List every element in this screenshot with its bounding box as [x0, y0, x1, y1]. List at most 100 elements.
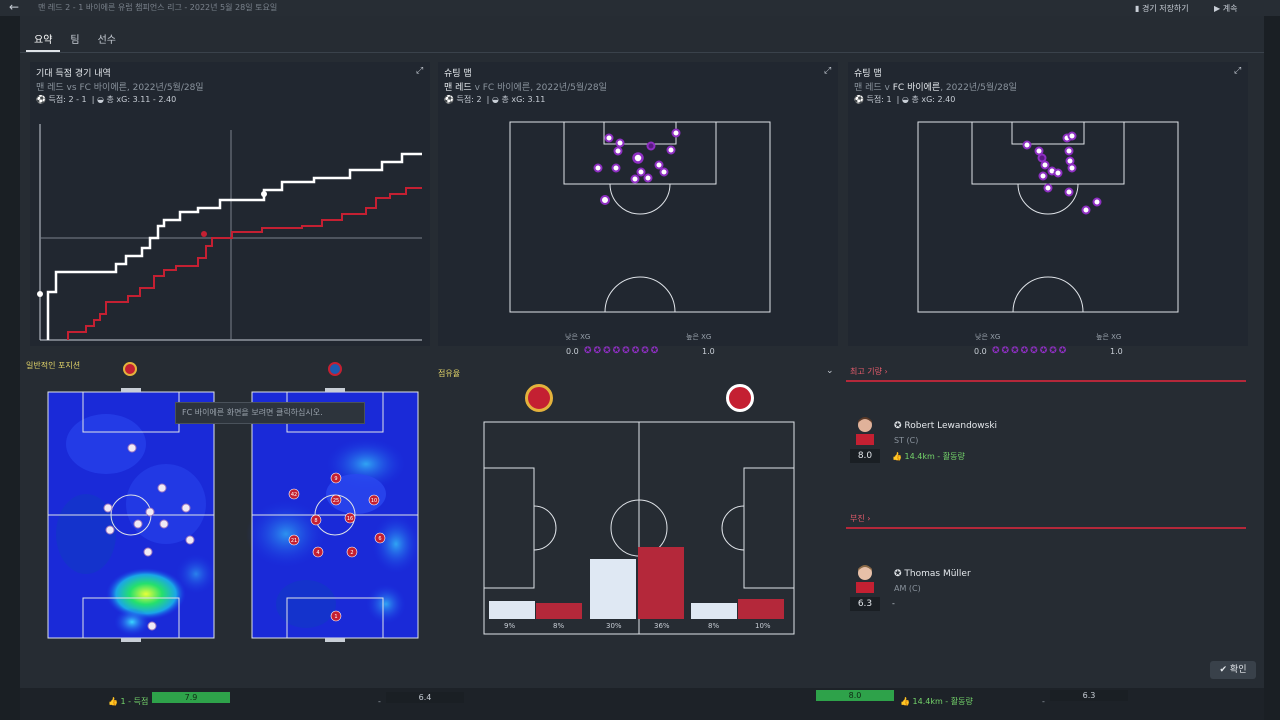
ball-icon: ⚽ [854, 95, 864, 104]
shot-map-away-total-xg: 총 xG: 2.40 [911, 95, 956, 104]
home-possession-label-3: 8% [708, 622, 720, 630]
bg-right-stat: 👍 14.4km - 활동량 [900, 696, 973, 707]
shot-map-home-total-xg: 총 xG: 3.11 [501, 95, 546, 104]
bg-left-rating2: 6.4 [386, 692, 464, 703]
expand-icon[interactable]: ⤢ [1234, 66, 1242, 76]
expand-icon[interactable]: ⤢ [824, 66, 832, 76]
away-possession-label-3: 10% [755, 622, 771, 630]
poor-player-card[interactable]: ✪ Thomas Müller AM (C) 6.3 - [850, 565, 1230, 617]
away-player-number: 10 [371, 498, 377, 504]
shot-map-away-panel: 슈팅 맵 맨 레드 v FC 바이에른, 2022년/5월/28일 ⚽ 득점: … [848, 62, 1248, 356]
best-player-stat-text: 14.4km - 활동량 [904, 452, 965, 461]
away-player-dot [312, 546, 324, 558]
xg-timeline-stats: ⚽ 득점: 2 - 1 | ◒ 총 xG: 3.11 - 2.40 [36, 95, 177, 104]
poor-player-stat: - [892, 599, 895, 608]
continue-button[interactable]: ▶ 계속 [1214, 3, 1237, 14]
bg-left-rating: 7.9 [152, 692, 230, 703]
thumbs-up-icon: 👍 [900, 697, 913, 706]
next-icon: ▶ [1214, 4, 1223, 13]
shot-map-away-team: FC 바이에른 [892, 83, 941, 93]
best-player-card[interactable]: ✪ Robert Lewandowski ST (C) 8.0 👍 14.4km… [850, 417, 1230, 469]
best-player-name[interactable]: ✪ Robert Lewandowski [894, 421, 997, 431]
background-header: ← 맨 레드 2 - 1 바이에른 유럽 챔피언스 리그 - 2022년 5월 … [0, 0, 1280, 16]
xg-timeline-total-xg: 총 xG: 3.11 - 2.40 [106, 95, 177, 104]
possession-title: 점유율 [438, 369, 461, 378]
breadcrumb: 맨 레드 2 - 1 바이에른 유럽 챔피언스 리그 - 2022년 5월 28… [38, 3, 278, 12]
tab-bar: 요약 팀 선수 [26, 28, 126, 52]
poor-player-name[interactable]: ✪ Thomas Müller [894, 569, 971, 579]
away-goal-marker [201, 231, 207, 237]
continue-label: 계속 [1222, 4, 1238, 13]
shot-map-home-subtitle: 맨 레드 v FC 바이에른, 2022년/5월/28일 [444, 80, 607, 93]
possession-labels: 9% 8% 30% 36% 8% 10% [482, 622, 796, 634]
xg-icon: ◒ [491, 95, 499, 104]
away-player-dot [330, 610, 342, 622]
home-goal-marker [37, 291, 43, 297]
away-crest[interactable] [726, 384, 754, 412]
poor-player-position: AM (C) [894, 584, 921, 593]
chevron-down-icon[interactable]: ⌄ [826, 366, 834, 376]
shot-map-away-goals: 득점: 1 [866, 95, 892, 104]
shot-map-home-title: 슈팅 맵 [444, 69, 472, 79]
save-match-button[interactable]: ▮ 경기 저장하기 [1135, 3, 1189, 14]
home-crest-small[interactable] [123, 362, 137, 376]
away-player-number: 4 [316, 550, 319, 556]
high-xg-value: 1.0 [1110, 347, 1123, 356]
chevron-right-icon: › [884, 367, 888, 376]
home-goal-marker [261, 191, 267, 197]
shot-map-home-team: 맨 레드 [444, 83, 472, 93]
away-crest-small[interactable] [328, 362, 342, 376]
xg-timeline-title: 기대 득점 경기 내역 [36, 69, 111, 79]
home-crest[interactable] [525, 384, 553, 412]
away-player-number: 9 [334, 476, 337, 482]
shot-map-home-stats: ⚽ 득점: 2 | ◒ 총 xG: 3.11 [444, 95, 546, 104]
home-possession-bar [691, 603, 737, 619]
shot-map-away-subtitle: 맨 레드 v FC 바이에른, 2022년/5월/28일 [854, 80, 1017, 93]
ok-button[interactable]: ✔ 확인 [1210, 661, 1256, 679]
poor-performance-title-text: 부진 [850, 514, 865, 523]
home-xg-line [46, 152, 422, 340]
away-player-number: 2 [350, 550, 353, 556]
best-performance-title[interactable]: 최고 기량 › [850, 366, 888, 377]
poor-player-rating: 6.3 [850, 597, 880, 611]
away-possession-label-1: 8% [553, 622, 565, 630]
low-xg-value: 0.0 [566, 347, 579, 356]
shot-map-home-subtitle-rest: v FC 바이에른, 2022년/5월/28일 [471, 83, 607, 93]
shot-map-away-subtitle-rest: , 2022년/5월/28일 [940, 83, 1017, 93]
poor-performance-title[interactable]: 부진 › [850, 513, 870, 524]
away-player-dot [310, 514, 322, 526]
away-possession-bar [738, 599, 784, 619]
player-avatar [856, 565, 874, 593]
star-icon: ✪ [894, 569, 905, 579]
shot-markers [593, 128, 681, 205]
xg-scale-stars: ✪✪✪✪✪✪✪✪ [992, 346, 1069, 356]
shot-map-away-prefix: 맨 레드 v [854, 83, 893, 93]
possession-chart [483, 421, 795, 635]
low-xg-label: 낮은 XG [975, 333, 1001, 341]
bg-left-stat-text: 1 - 득점 [120, 697, 149, 706]
positions-title: 일반적인 포지션 [26, 361, 81, 370]
xg-icon: ◒ [901, 95, 909, 104]
background-left [0, 16, 20, 720]
away-possession-label-2: 36% [654, 622, 670, 630]
back-arrow-icon[interactable]: ← [9, 0, 20, 14]
shot-map-away-title: 슈팅 맵 [854, 69, 882, 79]
expand-icon[interactable]: ⤢ [416, 66, 424, 76]
away-player-dot [330, 494, 342, 506]
tab-players[interactable]: 선수 [97, 35, 117, 46]
best-player-position: ST (C) [894, 436, 919, 445]
best-player-rating: 8.0 [850, 449, 880, 463]
save-icon: ▮ [1135, 4, 1142, 13]
tab-summary[interactable]: 요약 [26, 28, 61, 52]
shot-map-home-panel: 슈팅 맵 맨 레드 v FC 바이에른, 2022년/5월/28일 ⚽ 득점: … [438, 62, 838, 356]
away-player-number: 6 [378, 536, 381, 542]
away-player-dot [368, 494, 380, 506]
away-possession-bar [536, 603, 582, 619]
player-avatar [856, 417, 874, 445]
tab-team[interactable]: 팀 [70, 35, 80, 46]
xg-timeline-goals: 득점: 2 - 1 [48, 95, 87, 104]
high-xg-value: 1.0 [702, 347, 715, 356]
